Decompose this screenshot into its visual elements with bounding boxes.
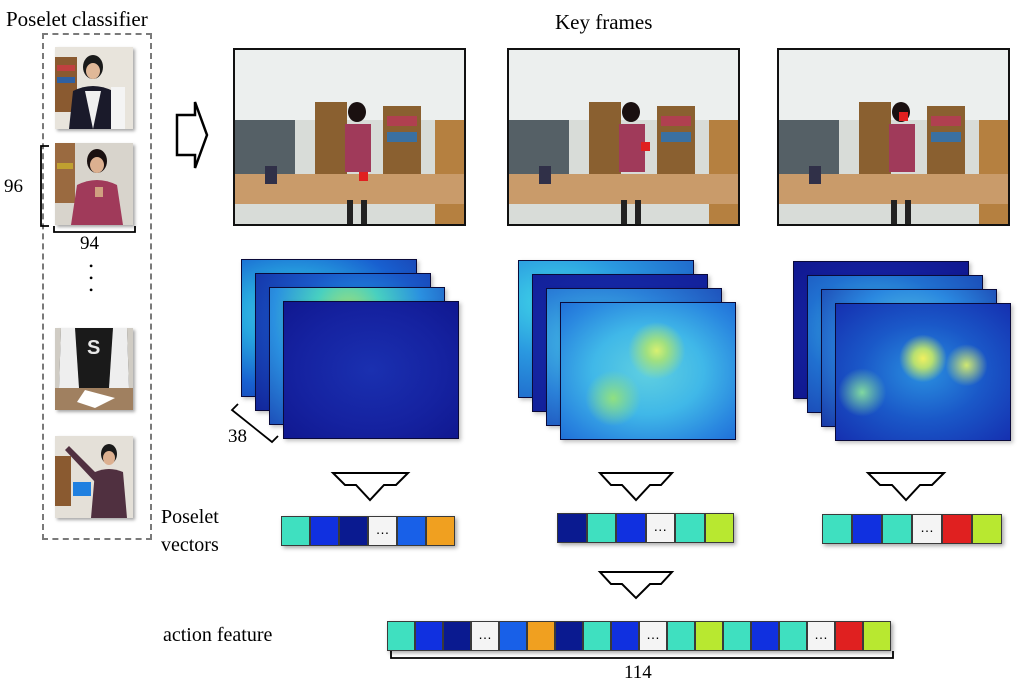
vector-cell-turquoise bbox=[822, 514, 852, 544]
action-feature-label: action feature bbox=[163, 624, 273, 646]
vector-cell-orange bbox=[426, 516, 455, 546]
vector-cell-blue bbox=[751, 621, 779, 651]
vector-cell-turquoise bbox=[281, 516, 310, 546]
vector-cell-blue bbox=[415, 621, 443, 651]
vector-cell-blue bbox=[616, 513, 646, 543]
vector-cell-midblue bbox=[397, 516, 426, 546]
vector-cell-navy bbox=[443, 621, 471, 651]
poselet-vector-1: … bbox=[281, 516, 455, 546]
vector-cell-navy bbox=[339, 516, 368, 546]
vector-cell-turquoise bbox=[387, 621, 415, 651]
action-feature-vector: … … … bbox=[387, 621, 891, 651]
vertical-ellipsis: • • • bbox=[89, 259, 94, 297]
vector-cell-white: … bbox=[471, 621, 499, 651]
poselet-vectors-label-line1: Poselet bbox=[161, 506, 219, 528]
vector-cell-navy bbox=[557, 513, 587, 543]
width-label-94: 94 bbox=[80, 233, 99, 254]
svg-text:S: S bbox=[87, 337, 100, 359]
heatmap-3-layer-4 bbox=[835, 303, 1011, 441]
poselet-panel bbox=[42, 33, 152, 540]
heatmap-1-layer-4 bbox=[283, 301, 459, 439]
poselet-vector-3: … bbox=[822, 514, 1002, 544]
key-frame-1 bbox=[233, 48, 466, 226]
vector-cell-white: … bbox=[368, 516, 397, 546]
vector-cell-white: … bbox=[912, 514, 942, 544]
poselet-thumb-seated bbox=[55, 143, 133, 225]
poselet-thumb-waving bbox=[55, 436, 133, 518]
depth-label-38: 38 bbox=[228, 426, 247, 447]
length-label-114: 114 bbox=[624, 662, 652, 683]
poselet-vector-2: … bbox=[557, 513, 734, 543]
poselet-classifier-title: Poselet classifier bbox=[6, 7, 148, 31]
vector-cell-lime bbox=[863, 621, 891, 651]
vector-cell-red bbox=[942, 514, 972, 544]
vector-cell-lime bbox=[972, 514, 1002, 544]
vector-cell-turquoise bbox=[667, 621, 695, 651]
vector-cell-blue bbox=[611, 621, 639, 651]
vector-cell-turquoise bbox=[586, 513, 616, 543]
vector-cell-blue bbox=[310, 516, 339, 546]
key-frame-3 bbox=[777, 48, 1010, 226]
vector-cell-turquoise bbox=[779, 621, 807, 651]
heatmap-2-layer-4 bbox=[560, 302, 736, 440]
vector-cell-red bbox=[835, 621, 863, 651]
poselet-thumb-phone bbox=[55, 47, 133, 129]
vector-cell-turquoise bbox=[882, 514, 912, 544]
vector-cell-midblue bbox=[499, 621, 527, 651]
vector-cell-turquoise bbox=[723, 621, 751, 651]
key-frames-title: Key frames bbox=[555, 10, 653, 34]
vector-cell-white: … bbox=[639, 621, 667, 651]
vector-cell-blue bbox=[852, 514, 882, 544]
vector-cell-lime bbox=[704, 513, 734, 543]
poselet-vectors-label-line2: vectors bbox=[161, 534, 219, 556]
vector-cell-white: … bbox=[807, 621, 835, 651]
vector-cell-turquoise bbox=[675, 513, 705, 543]
key-frame-2 bbox=[507, 48, 740, 226]
vector-cell-white: … bbox=[645, 513, 675, 543]
vector-cell-turquoise bbox=[583, 621, 611, 651]
vector-cell-navy bbox=[555, 621, 583, 651]
poselet-thumb-jacket: S bbox=[55, 328, 133, 410]
vector-cell-lime bbox=[695, 621, 723, 651]
height-label-96: 96 bbox=[4, 176, 23, 197]
vector-cell-orange bbox=[527, 621, 555, 651]
